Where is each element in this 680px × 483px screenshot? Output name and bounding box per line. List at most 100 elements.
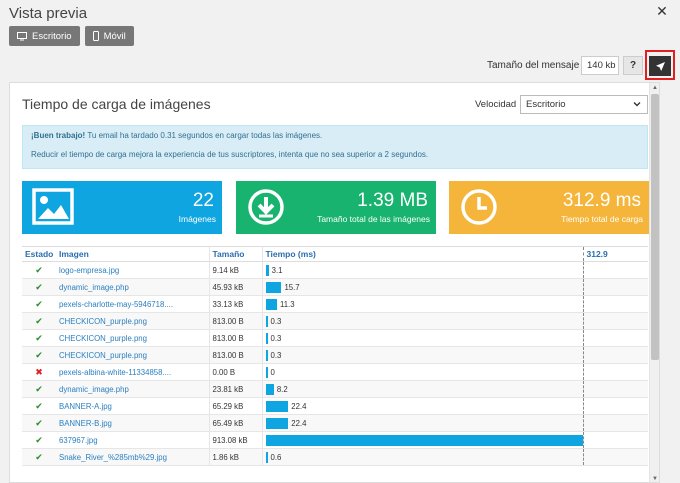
close-icon: ✕	[656, 2, 668, 19]
panel-title: Tiempo de carga de imágenes	[22, 96, 211, 112]
max-time-cell	[582, 448, 648, 466]
table-row: ✔ CHECKICON_purple.png 813.00 B 0.3	[22, 346, 648, 364]
time-bar	[265, 282, 282, 293]
status-cell: ✔	[22, 278, 56, 296]
time-bar	[265, 299, 277, 310]
time-cell: 0	[261, 363, 583, 381]
load-time-button[interactable]	[649, 56, 671, 76]
image-link[interactable]: 637967.jpg	[59, 435, 98, 445]
alert-strong: ¡Buen trabajo!	[31, 131, 86, 140]
images-table-wrap: Estado Imagen Tamaño Tiempo (ms) 312.9 ✔…	[22, 246, 648, 466]
time-bar	[265, 401, 289, 412]
images-table: Estado Imagen Tamaño Tiempo (ms) 312.9 ✔…	[22, 246, 648, 466]
alert-line2: Reducir el tiempo de carga mejora la exp…	[31, 150, 429, 159]
scroll-down-icon[interactable]: ▼	[652, 476, 658, 482]
check-icon: ✔	[35, 349, 43, 360]
image-link[interactable]: CHECKICON_purple.png	[59, 350, 147, 360]
total-time-label: Tiempo total de carga	[561, 214, 643, 224]
check-icon: ✔	[35, 298, 43, 309]
image-link[interactable]: pexels-charlotte-may-5946718....	[59, 299, 173, 309]
time-bar-label: 11.3	[279, 300, 295, 309]
size-cell: 813.00 B	[208, 329, 262, 347]
chevron-down-icon	[633, 102, 641, 107]
size-cell: 65.29 kB	[208, 397, 262, 415]
table-row: ✔ dynamic_image.php 23.81 kB 8.2	[22, 380, 648, 398]
total-size-value: 1.39 MB	[357, 190, 428, 211]
check-icon: ✔	[35, 281, 43, 292]
image-cell: logo-empresa.jpg	[56, 261, 209, 279]
help-button[interactable]: ?	[623, 56, 643, 75]
speed-select[interactable]: Escritorio	[520, 95, 648, 114]
image-link[interactable]: Snake_River_%285mb%29.jpg	[59, 452, 167, 462]
time-bar-label: 15.7	[284, 283, 300, 292]
time-bar-label: 0	[270, 368, 275, 377]
image-link[interactable]: BANNER-B.jpg	[59, 418, 112, 428]
time-bar-label: 3.1	[271, 266, 283, 275]
image-link[interactable]: CHECKICON_purple.png	[59, 333, 147, 343]
table-row: ✔ logo-empresa.jpg 9.14 kB 3.1	[22, 261, 648, 279]
send-highlight	[645, 50, 675, 80]
rocket-icon	[655, 61, 665, 71]
check-icon: ✔	[35, 451, 43, 462]
scroll-thumb[interactable]	[651, 94, 659, 360]
time-bar-label: 8.2	[276, 385, 288, 394]
size-cell: 33.13 kB	[208, 295, 262, 313]
status-cell: ✔	[22, 329, 56, 347]
download-icon	[248, 189, 284, 225]
status-cell: ✔	[22, 261, 56, 279]
status-cell: ✔	[22, 312, 56, 330]
image-link[interactable]: CHECKICON_purple.png	[59, 316, 147, 326]
images-count-value: 22	[192, 190, 214, 211]
image-link[interactable]: BANNER-A.jpg	[59, 401, 112, 411]
close-button[interactable]: ✕	[650, 0, 674, 22]
panel-scrollbar[interactable]: ▲ ▼	[649, 83, 659, 482]
check-icon: ✔	[35, 400, 43, 411]
status-cell: ✔	[22, 346, 56, 364]
image-cell: CHECKICON_purple.png	[56, 329, 209, 347]
message-size-label: Tamaño del mensaje	[487, 60, 580, 71]
time-bar	[265, 265, 269, 276]
desktop-view-label: Escritorio	[32, 30, 72, 42]
scroll-up-icon[interactable]: ▲	[652, 85, 658, 91]
col-header-size[interactable]: Tamaño	[208, 246, 262, 262]
mobile-view-button[interactable]: Móvil	[84, 26, 134, 46]
col-header-status[interactable]: Estado	[22, 246, 56, 262]
clock-icon	[461, 189, 497, 225]
size-cell: 913.08 kB	[208, 431, 262, 449]
image-link[interactable]: dynamic_image.php	[59, 384, 129, 394]
size-cell: 1.86 kB	[208, 448, 262, 466]
image-link[interactable]: dynamic_image.php	[59, 282, 129, 292]
desktop-view-button[interactable]: Escritorio	[9, 26, 80, 46]
image-link[interactable]: logo-empresa.jpg	[59, 265, 120, 275]
size-cell: 65.49 kB	[208, 414, 262, 432]
table-header-row: Estado Imagen Tamaño Tiempo (ms) 312.9	[22, 246, 648, 262]
image-cell: CHECKICON_purple.png	[56, 312, 209, 330]
time-bar	[265, 367, 268, 378]
table-row: ✔ dynamic_image.php 45.93 kB 15.7	[22, 278, 648, 296]
max-time-cell	[582, 431, 648, 449]
status-cell: ✔	[22, 448, 56, 466]
status-cell: ✔	[22, 414, 56, 432]
time-cell: 22.4	[261, 414, 583, 432]
time-bar-label: 0.6	[270, 453, 282, 462]
time-bar-label: 0.3	[270, 317, 282, 326]
alert-line1: Tu email ha tardado 0.31 segundos en car…	[85, 131, 323, 140]
monitor-icon	[17, 31, 27, 40]
col-header-time[interactable]: Tiempo (ms)	[261, 246, 583, 262]
max-time-cell	[582, 329, 648, 347]
time-cell: 0.3	[261, 329, 583, 347]
col-header-image[interactable]: Imagen	[56, 246, 209, 262]
max-time-cell	[582, 261, 648, 279]
time-bar	[265, 350, 268, 361]
image-cell: dynamic_image.php	[56, 278, 209, 296]
image-link[interactable]: pexels-albina-white-11334858....	[59, 367, 172, 377]
image-cell: BANNER-A.jpg	[56, 397, 209, 415]
time-bar-label: 22.4	[291, 419, 307, 428]
check-icon: ✔	[35, 434, 43, 445]
total-time-value: 312.9 ms	[562, 190, 641, 211]
image-cell: Snake_River_%285mb%29.jpg	[56, 448, 209, 466]
check-icon: ✔	[35, 315, 43, 326]
mobile-view-label: Móvil	[103, 30, 126, 42]
check-icon: ✔	[35, 383, 43, 394]
time-bar-label: 22.4	[291, 402, 307, 411]
